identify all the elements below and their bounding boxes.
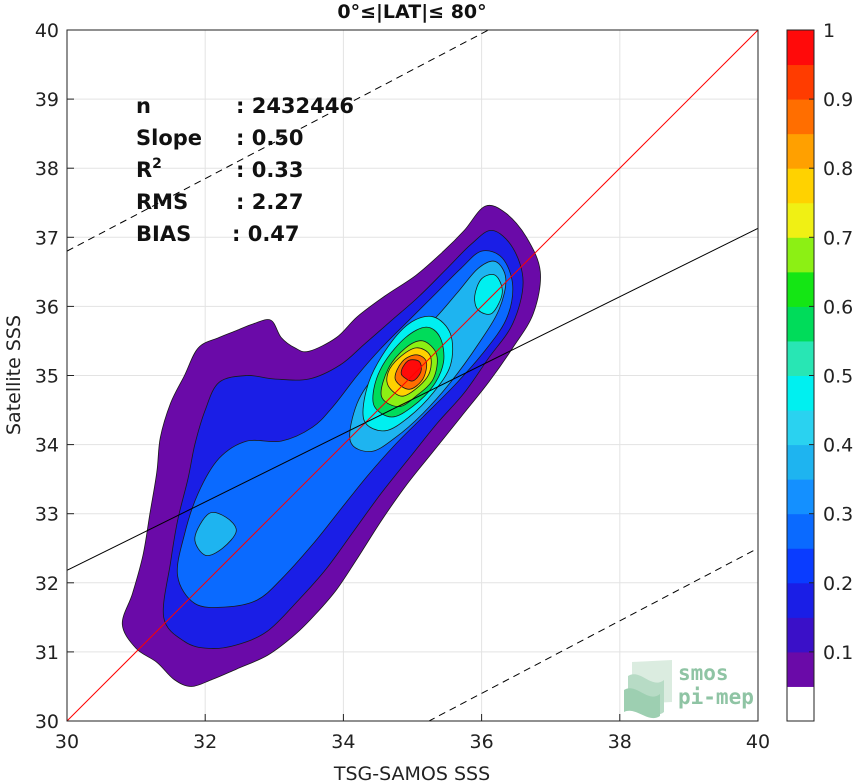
x-axis-label: TSG-SAMOS SSS: [333, 763, 490, 784]
upper-bound-line: [67, 30, 489, 252]
logo-line-2: pi-mep: [678, 685, 754, 709]
regression-line: [67, 227, 758, 571]
colorbar-tick-label: 0.5: [823, 366, 853, 388]
colorbar-segment: [787, 306, 814, 342]
x-axis-ticks: 30 32 34 36 38 40: [55, 714, 770, 753]
colorbar-tick-label: 0.3: [823, 504, 853, 526]
colorbar-tick-label: 1: [823, 20, 835, 42]
one-to-one-line: [67, 30, 758, 721]
colorbar-segment: [787, 686, 814, 722]
stat-value: : 2432446: [236, 94, 354, 118]
stat-value: : 0.47: [232, 222, 300, 246]
smos-pi-mep-logo: smos pi-mep: [624, 660, 754, 719]
logo-line-1: smos: [678, 661, 729, 685]
colorbar-segment: [787, 168, 814, 204]
stat-label: BIAS: [136, 222, 191, 246]
y-axis-label: Satellite SSS: [3, 315, 25, 435]
logo-graphic-icon: [624, 660, 672, 719]
colorbar-segment: [787, 617, 814, 653]
contour-fills: [121, 204, 541, 687]
y-tick-label: 30: [35, 711, 59, 733]
y-axis-ticks: 30 31 32 33 34 35 36 37 38 39 40: [35, 20, 74, 733]
x-tick-label: 40: [746, 731, 770, 753]
stat-label: RMS: [136, 190, 188, 214]
colorbar-segment: [787, 513, 814, 549]
y-tick-label: 34: [35, 435, 59, 457]
y-tick-label: 33: [35, 504, 59, 526]
colorbar-segment: [787, 237, 814, 273]
colorbar-segment: [787, 548, 814, 584]
x-tick-label: 32: [193, 731, 217, 753]
colorbar-tick-label: 0.9: [823, 89, 853, 111]
colorbar-segment: [787, 582, 814, 618]
colorbar-segment: [787, 479, 814, 515]
x-tick-label: 34: [331, 731, 355, 753]
colorbar-segment: [787, 64, 814, 100]
colorbar-segment: [787, 444, 814, 480]
colorbar-tick-label: 0.1: [823, 642, 853, 664]
x-tick-label: 36: [470, 731, 494, 753]
y-tick-label: 37: [35, 227, 59, 249]
y-tick-label: 38: [35, 158, 59, 180]
colorbar: 0.1 0.2 0.3 0.4 0.5 0.6 0.7 0.8 0.9 1: [786, 20, 853, 722]
contour-level-0.95: [400, 359, 422, 382]
colorbar-tick-label: 0.6: [823, 296, 853, 318]
y-tick-label: 35: [35, 366, 59, 388]
chart-title: 0°≤|LAT|≤ 80°: [337, 1, 486, 23]
stat-value: : 0.50: [236, 126, 304, 150]
colorbar-segment: [787, 30, 814, 66]
colorbar-segment: [787, 133, 814, 169]
colorbar-tick-label: 0.4: [823, 435, 853, 457]
colorbar-segment: [787, 651, 814, 687]
colorbar-tick-label: 0.2: [823, 573, 853, 595]
x-tick-label: 38: [608, 731, 632, 753]
colorbar-segment: [787, 410, 814, 446]
stat-value: : 0.33: [236, 158, 304, 182]
contour-level-0.45: [474, 273, 503, 315]
contour-level-0.35: [194, 511, 237, 556]
stat-value: : 2.27: [236, 190, 304, 214]
y-tick-label: 40: [35, 20, 59, 42]
colorbar-segment: [787, 202, 814, 238]
colorbar-segment: [787, 99, 814, 135]
stat-label: n: [136, 94, 151, 118]
colorbar-tick-label: 0.8: [823, 158, 853, 180]
x-tick-label: 30: [55, 731, 79, 753]
colorbar-segment: [787, 340, 814, 376]
stat-label: R2: [136, 156, 162, 182]
colorbar-segment: [787, 271, 814, 307]
y-tick-label: 31: [35, 642, 59, 664]
y-tick-label: 39: [35, 89, 59, 111]
stat-label: Slope: [136, 126, 202, 150]
colorbar-tick-label: 0.7: [823, 227, 853, 249]
y-tick-label: 32: [35, 573, 59, 595]
statistics-box: n : 2432446 Slope : 0.50 R2 : 0.33 RMS : 2.27 BI…: [136, 94, 354, 246]
reference-lines: [67, 30, 758, 721]
colorbar-segment: [787, 375, 814, 411]
y-tick-label: 36: [35, 296, 59, 318]
lower-bound-line: [427, 547, 758, 721]
